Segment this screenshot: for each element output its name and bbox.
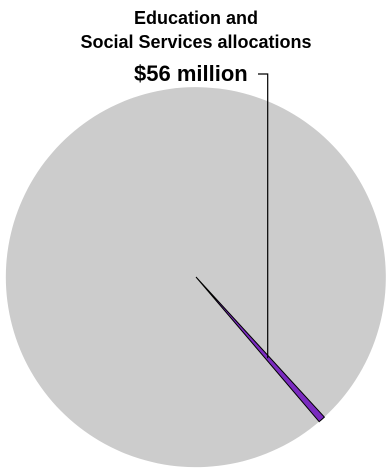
pie-slices: [5, 87, 386, 468]
pie-slice-education-social-services: [195, 276, 326, 423]
callout-label: Education and Social Services allocation…: [0, 6, 386, 54]
callout-label-line-2: Social Services allocations: [80, 32, 312, 52]
callout-leader-group: [258, 73, 269, 359]
callout-leader-line: [258, 73, 269, 359]
callout-value: $56 million: [134, 61, 248, 86]
callout-label-line-1: Education and: [133, 8, 258, 28]
